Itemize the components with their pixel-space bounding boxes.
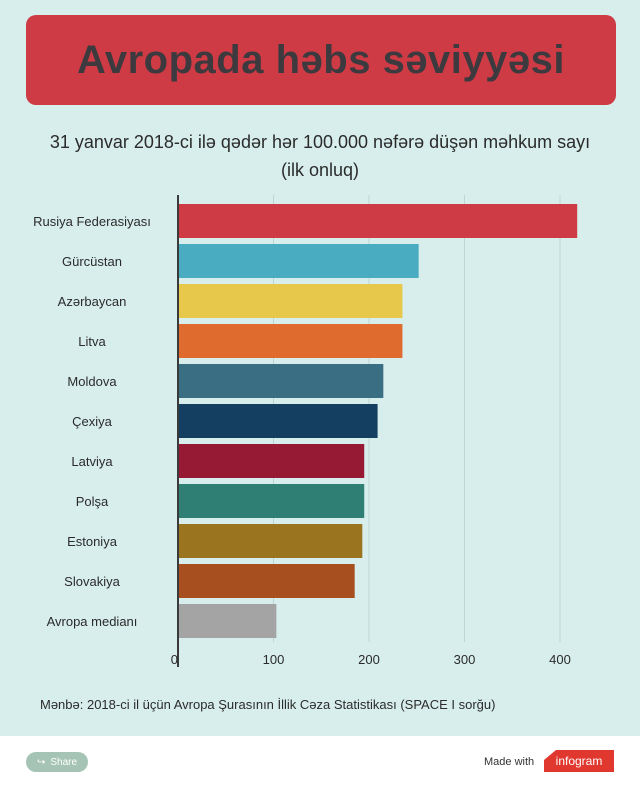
made-with-label: Made with: [484, 756, 535, 768]
share-button[interactable]: ↪ Share: [26, 752, 88, 772]
x-tick-label: 0: [171, 652, 178, 667]
category-label: Avropa medianı: [47, 614, 138, 629]
bar: [178, 564, 355, 598]
category-label: Estoniya: [67, 534, 118, 549]
category-label: Litva: [78, 334, 106, 349]
category-label: Polşa: [76, 494, 109, 509]
subtitle-line-2: (ilk onluq): [280, 160, 360, 180]
source-note: Mənbə: 2018-ci il üçün Avropa Şurasının …: [40, 697, 496, 712]
bar: [178, 324, 403, 358]
bar: [178, 524, 363, 558]
infogram-logo[interactable]: infogram: [544, 750, 614, 772]
bar: [178, 404, 378, 438]
bar: [178, 364, 384, 398]
bar: [178, 484, 365, 518]
bar: [178, 204, 578, 238]
category-label: Gürcüstan: [62, 254, 122, 269]
x-tick-label: 300: [454, 652, 476, 667]
bar: [178, 604, 277, 638]
x-tick-label: 100: [263, 652, 285, 667]
bar-chart: Rusiya Federasiyası Gürcüstan Azərbaycan Li…: [33, 195, 578, 667]
share-icon: ↪: [36, 756, 46, 768]
bar: [178, 244, 419, 278]
category-label: Slovakiya: [64, 574, 120, 589]
share-label: Share: [50, 756, 78, 768]
category-label: Azərbaycan: [58, 294, 127, 309]
category-label: Rusiya Federasiyası: [33, 214, 151, 229]
footer: ↪ Share Made with infogram: [0, 736, 640, 785]
category-label: Çexiya: [72, 414, 113, 429]
title-banner: Avropada həbs səviyyəsi: [26, 15, 616, 105]
x-tick-label: 200: [358, 652, 380, 667]
subtitle-line-1: 31 yanvar 2018-ci ilə qədər hər 100.000 …: [49, 132, 591, 152]
x-tick-label: 400: [549, 652, 571, 667]
chart-subtitle: 31 yanvar 2018-ci ilə qədər hər 100.000 …: [20, 128, 620, 184]
bar: [178, 444, 365, 478]
page-title: Avropada həbs səviyyəsi: [76, 37, 566, 82]
category-label: Moldova: [67, 374, 117, 389]
category-label: Latviya: [71, 454, 113, 469]
bar: [178, 284, 403, 318]
